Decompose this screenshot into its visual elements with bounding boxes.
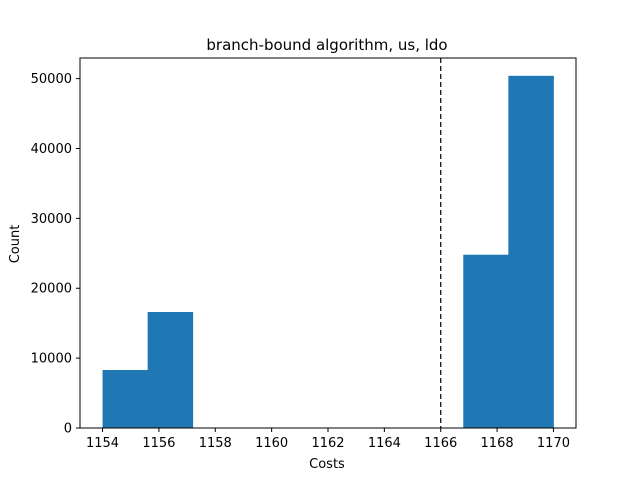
histogram-bar-9 bbox=[508, 75, 554, 428]
bars-layer bbox=[102, 75, 554, 428]
x-tick-label: 1160 bbox=[255, 436, 288, 451]
histogram-bar-1 bbox=[147, 312, 194, 428]
y-axis-ticks: 0 10000 20000 30000 40000 50000 bbox=[31, 72, 80, 437]
x-tick-label: 1162 bbox=[311, 436, 344, 451]
x-tick-label: 1166 bbox=[424, 436, 457, 451]
x-axis-ticks: 1154 1156 1158 1160 1162 1164 1166 1168 1170 bbox=[86, 428, 570, 451]
y-tick-label: 0 bbox=[64, 422, 72, 437]
y-tick-label: 10000 bbox=[31, 352, 72, 367]
y-axis-label: Count bbox=[8, 225, 23, 264]
x-tick-label: 1158 bbox=[199, 436, 232, 451]
y-tick-label: 50000 bbox=[31, 72, 72, 87]
x-tick-label: 1168 bbox=[481, 436, 514, 451]
chart-title: branch-bound algorithm, us, ldo bbox=[206, 36, 447, 54]
histogram-bar-8 bbox=[463, 254, 509, 428]
x-axis-label: Costs bbox=[309, 457, 345, 472]
y-tick-label: 40000 bbox=[31, 142, 72, 157]
x-tick-label: 1164 bbox=[368, 436, 401, 451]
x-tick-label: 1154 bbox=[86, 436, 119, 451]
x-tick-label: 1156 bbox=[142, 436, 175, 451]
x-tick-label: 1170 bbox=[537, 436, 570, 451]
y-tick-label: 20000 bbox=[31, 282, 72, 297]
histogram-bar-0 bbox=[102, 370, 149, 428]
y-tick-label: 30000 bbox=[31, 212, 72, 227]
